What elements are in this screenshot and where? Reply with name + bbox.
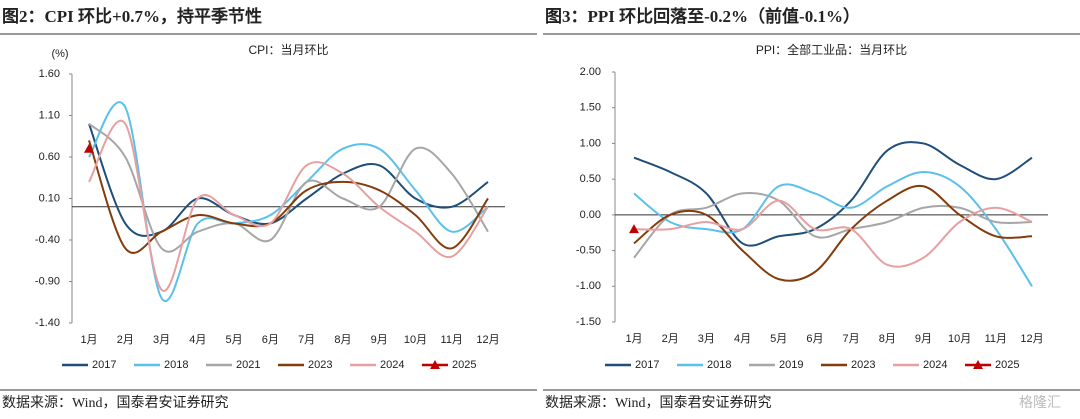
- x-tick-label: 11月: [985, 333, 1007, 345]
- x-tick-label: 1月: [80, 334, 97, 346]
- legend-label: 2023: [308, 359, 332, 371]
- x-tick-label: 11月: [441, 334, 463, 346]
- x-tick-label: 1月: [625, 333, 642, 345]
- legend-label: 2017: [92, 359, 116, 371]
- y-tick-label: -0.90: [35, 275, 60, 287]
- series-line: [633, 170, 1033, 287]
- y-tick-label: -1.00: [576, 280, 601, 292]
- series-line: [88, 119, 489, 292]
- y-tick-label: -1.50: [576, 316, 601, 328]
- x-tick-label: 10月: [948, 333, 971, 345]
- series-line: [633, 184, 1033, 282]
- x-tick-label: 5月: [770, 333, 787, 345]
- y-tick-label: -0.50: [576, 244, 601, 256]
- legend-label: 2025: [995, 359, 1019, 371]
- x-tick-label: 2月: [662, 333, 679, 345]
- x-tick-label: 6月: [806, 333, 823, 345]
- legend-label: 2024: [923, 359, 947, 371]
- legend-label: 2017: [635, 359, 659, 371]
- x-tick-label: 10月: [404, 334, 427, 346]
- x-tick-label: 7月: [843, 333, 860, 345]
- y-tick-label: 2.00: [580, 66, 601, 78]
- y-tick-label: 1.00: [580, 137, 601, 149]
- legend-label: 2024: [380, 359, 404, 371]
- chart-title: 图2：CPI 环比+0.7%，持平季节性: [2, 6, 262, 26]
- series-line: [633, 199, 1033, 268]
- x-tick-label: 12月: [1020, 333, 1043, 345]
- x-tick-label: 12月: [476, 334, 499, 346]
- y-tick-label: 0.00: [580, 209, 601, 221]
- point-marker: [629, 224, 639, 234]
- subtitle: PPI：全部工业品：当月环比: [756, 42, 907, 57]
- subtitle: CPI：当月环比: [248, 43, 328, 57]
- series-line: [633, 141, 1033, 247]
- y-axis-label: (%): [51, 48, 68, 60]
- source: 数据来源：Wind，国泰君安证券研究: [2, 395, 229, 411]
- legend-label: 2018: [164, 359, 188, 371]
- x-tick-label: 4月: [734, 333, 751, 345]
- y-tick-label: 0.60: [39, 151, 60, 163]
- y-tick-label: 1.50: [580, 102, 601, 114]
- x-tick-label: 5月: [226, 334, 243, 346]
- x-tick-label: 3月: [153, 334, 170, 346]
- legend-marker: [973, 360, 983, 369]
- x-tick-label: 3月: [698, 333, 715, 345]
- x-tick-label: 9月: [371, 334, 388, 346]
- y-tick-label: 0.50: [580, 173, 601, 185]
- legend-label: 2021: [236, 359, 260, 371]
- series-line: [88, 140, 489, 254]
- y-tick-label: 1.60: [39, 68, 60, 80]
- y-tick-label: 1.10: [39, 109, 60, 121]
- series-line: [88, 101, 489, 302]
- y-tick-label: 0.10: [39, 192, 60, 204]
- x-tick-label: 2月: [117, 334, 134, 346]
- x-tick-label: 6月: [262, 334, 279, 346]
- legend-label: 2018: [707, 359, 731, 371]
- y-tick-label: -0.40: [35, 234, 60, 246]
- x-tick-label: 8月: [334, 334, 351, 346]
- x-tick-label: 9月: [915, 333, 932, 345]
- legend-label: 2025: [452, 359, 476, 371]
- legend-label: 2023: [851, 359, 875, 371]
- point-marker: [84, 143, 94, 153]
- source: 数据来源：Wind，国泰君安证券研究: [545, 395, 772, 411]
- legend-marker: [430, 360, 440, 369]
- series-line: [633, 192, 1033, 259]
- y-tick-label: -1.40: [35, 317, 60, 329]
- series-line: [88, 123, 489, 253]
- legend-label: 2019: [779, 359, 803, 371]
- x-tick-label: 7月: [298, 334, 315, 346]
- x-tick-label: 8月: [879, 333, 896, 345]
- x-tick-label: 4月: [189, 334, 206, 346]
- watermark: 格隆汇: [1019, 395, 1061, 411]
- chart-title: 图3：PPI 环比回落至-0.2%（前值-0.1%）: [545, 6, 860, 26]
